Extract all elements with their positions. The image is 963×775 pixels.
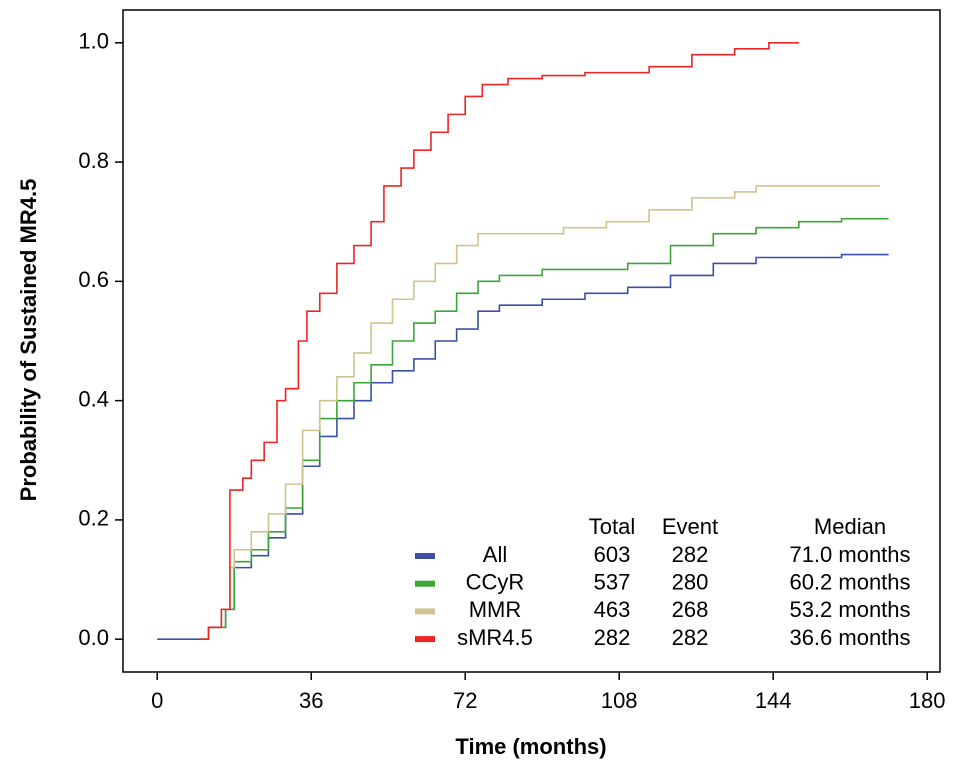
survival-line <box>199 217 889 640</box>
legend-cell: 53.2 months <box>789 597 910 622</box>
x-tick-label: 0 <box>151 688 163 713</box>
legend-cell: 463 <box>594 597 631 622</box>
y-tick-label: 0.2 <box>78 506 109 531</box>
survival-line <box>157 253 889 640</box>
legend-label: sMR4.5 <box>457 625 533 650</box>
survival-line <box>199 185 881 640</box>
x-tick-label: 180 <box>909 688 946 713</box>
x-tick-label: 108 <box>601 688 638 713</box>
legend-cell: 537 <box>594 570 631 595</box>
legend-cell: 36.6 months <box>789 625 910 650</box>
x-tick-label: 36 <box>299 688 323 713</box>
x-tick-label: 72 <box>453 688 477 713</box>
survival-line <box>199 42 799 640</box>
y-axis-title: Probability of Sustained MR4.5 <box>16 179 41 502</box>
legend-cell: 603 <box>594 542 631 567</box>
y-tick-label: 0.6 <box>78 267 109 292</box>
legend-cell: 280 <box>672 570 709 595</box>
y-tick-label: 0.4 <box>78 386 109 411</box>
legend-header: Median <box>814 514 886 539</box>
legend-swatch <box>415 580 435 587</box>
y-tick-label: 0.0 <box>78 625 109 650</box>
legend-swatch <box>415 608 435 615</box>
legend-cell: 268 <box>672 597 709 622</box>
x-axis-title: Time (months) <box>455 734 606 759</box>
legend-cell: 60.2 months <box>789 570 910 595</box>
legend-label: All <box>483 542 507 567</box>
legend-swatch <box>415 553 435 559</box>
legend-header: Event <box>662 514 718 539</box>
legend-header: Total <box>589 514 635 539</box>
legend-cell: 282 <box>594 625 631 650</box>
legend-cell: 282 <box>672 542 709 567</box>
y-tick-label: 1.0 <box>78 29 109 54</box>
legend-cell: 71.0 months <box>789 542 910 567</box>
legend-swatch <box>415 636 435 643</box>
legend-label: CCyR <box>466 570 525 595</box>
plot-frame <box>122 9 941 673</box>
y-tick-label: 0.8 <box>78 148 109 173</box>
x-tick-label: 144 <box>755 688 792 713</box>
legend-cell: 282 <box>672 625 709 650</box>
legend-label: MMR <box>469 597 522 622</box>
